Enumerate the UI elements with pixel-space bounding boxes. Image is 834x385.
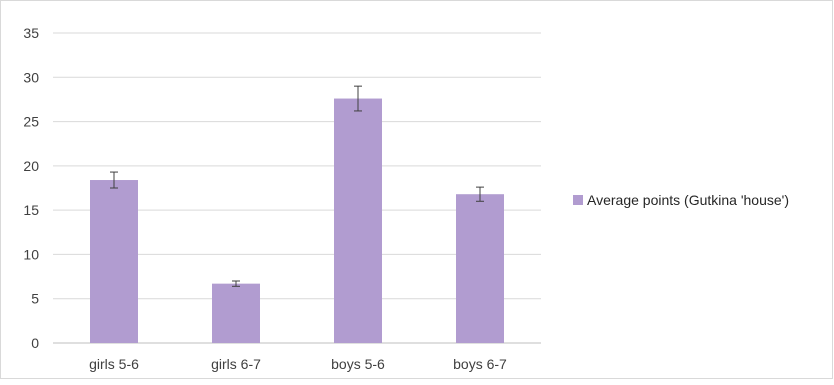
error-bars xyxy=(110,85,484,287)
y-tick-label: 25 xyxy=(23,114,39,130)
x-tick-label: girls 5-6 xyxy=(89,356,139,372)
legend: Average points (Gutkina 'house') xyxy=(573,192,789,208)
y-tick-label: 35 xyxy=(23,25,39,41)
x-tick-label: girls 6-7 xyxy=(211,356,261,372)
y-tick-label: 10 xyxy=(23,246,39,262)
bar-girls-5-6 xyxy=(90,180,138,343)
bar-boys-5-6 xyxy=(334,98,382,344)
bar-boys-6-7 xyxy=(456,194,504,343)
y-tick-label: 20 xyxy=(23,158,39,174)
y-tick-label: 30 xyxy=(23,69,39,85)
bar-girls-6-7 xyxy=(212,283,260,343)
x-tick-label: boys 6-7 xyxy=(453,356,507,372)
y-tick-label: 15 xyxy=(23,202,39,218)
x-axis-tick-labels: girls 5-6 girls 6-7 boys 5-6 boys 6-7 xyxy=(89,356,507,372)
y-tick-label: 0 xyxy=(31,335,39,351)
x-tick-label: boys 5-6 xyxy=(331,356,385,372)
bars xyxy=(90,98,504,344)
legend-swatch xyxy=(573,195,583,205)
y-axis-tick-labels: 0 5 10 15 20 25 30 35 xyxy=(23,25,39,351)
y-tick-label: 5 xyxy=(31,291,39,307)
legend-label: Average points (Gutkina 'house') xyxy=(587,192,789,208)
